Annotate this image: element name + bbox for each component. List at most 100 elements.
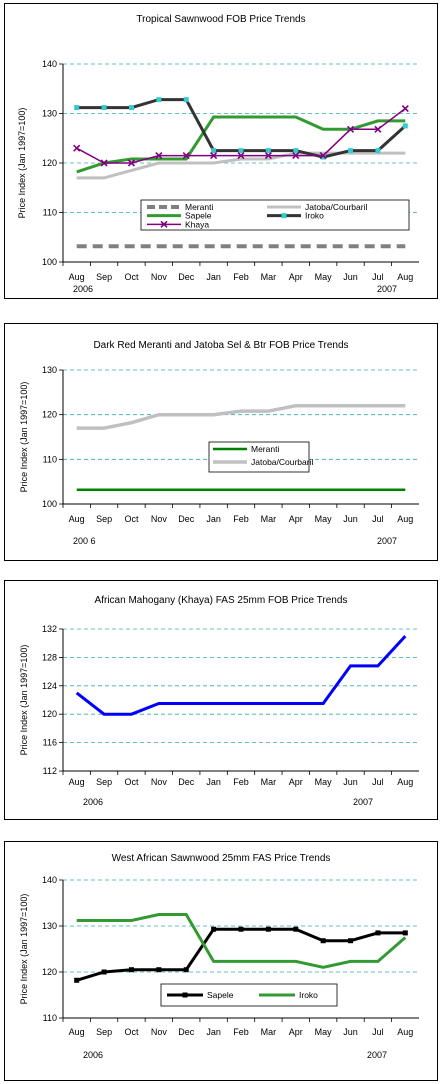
legend-label: Khaya	[185, 219, 209, 229]
series-line	[76, 927, 406, 982]
x-tick-label: Jun	[343, 777, 358, 787]
data-point	[348, 148, 354, 154]
y-tick-label: 130	[42, 365, 57, 375]
data-point	[128, 105, 134, 111]
x-tick-label: Apr	[289, 777, 303, 787]
legend-label: Sapele	[207, 990, 234, 1000]
x-tick-label: Jun	[343, 272, 358, 282]
series-iroko	[76, 913, 407, 969]
x-tick-label: Jan	[206, 272, 221, 282]
data-point	[292, 152, 300, 160]
legend-label: Meranti	[251, 444, 279, 454]
x-tick-label: Feb	[233, 1027, 249, 1037]
x-tick-label: Aug	[69, 777, 85, 787]
year-label: 2007	[367, 1050, 387, 1060]
y-tick-label: 132	[42, 624, 57, 634]
legend-marker	[281, 213, 287, 219]
y-tick-label: 116	[43, 738, 57, 748]
x-tick-label: Feb	[233, 272, 249, 282]
x-tick-label: Nov	[151, 272, 168, 282]
data-point	[402, 930, 408, 936]
data-point	[320, 154, 326, 160]
x-tick-label: Mar	[261, 777, 277, 787]
chart-title: African Mahogany (Khaya) FAS 25mm FOB Pr…	[95, 595, 348, 606]
x-tick-label: Aug	[69, 1027, 85, 1037]
y-tick-label: 110	[43, 208, 57, 218]
x-tick-label: Jul	[372, 272, 384, 282]
chart-panel-tropical: Tropical Sawnwood FOB Price Trends 100 110…	[4, 3, 438, 299]
x-tick-label: Dec	[178, 1027, 195, 1037]
x-tick-label: Jul	[372, 1027, 384, 1037]
data-point	[238, 926, 244, 932]
legend-box	[160, 983, 338, 1007]
data-point	[375, 148, 381, 154]
x-tick-label: Sep	[96, 272, 112, 282]
data-point	[346, 125, 355, 133]
x-tick-label: Aug	[397, 272, 413, 282]
y-tick-label: 120	[42, 709, 57, 719]
x-tick-label: Apr	[289, 272, 303, 282]
x-tick-label: Oct	[124, 1027, 139, 1037]
data-point	[265, 148, 271, 154]
series-khaya	[73, 104, 409, 167]
x-tick-label: Mar	[261, 272, 277, 282]
x-tick-label: Feb	[233, 514, 249, 524]
data-point	[101, 969, 107, 975]
y-axis-label: Price Index (Jan 1997=100)	[19, 382, 29, 493]
x-tick-label: Sep	[96, 1027, 112, 1037]
data-point	[348, 938, 354, 944]
x-tick-label: Aug	[69, 272, 85, 282]
y-tick-label: 110	[43, 454, 57, 464]
chart-panel-west-african: West African Sawnwood 25mm FAS Price Tre…	[4, 841, 438, 1081]
y-tick-label: 130	[42, 921, 57, 931]
y-tick-label: 120	[42, 410, 57, 420]
year-label: 2007	[353, 797, 373, 807]
legend-label: Jatoba/Courbaril	[305, 202, 367, 212]
series-line	[76, 913, 407, 969]
x-tick-label: Apr	[289, 514, 303, 524]
x-tick-label: Feb	[233, 777, 249, 787]
data-point	[264, 152, 272, 160]
data-point	[238, 148, 244, 154]
y-tick-label: 140	[42, 875, 57, 885]
chart-west-african: West African Sawnwood 25mm FAS Price Tre…	[19, 853, 419, 1060]
chart-panel-meranti-jatoba: Dark Red Meranti and Jatoba Sel & Btr FO…	[4, 323, 438, 561]
year-label: 2007	[377, 284, 397, 294]
legend: Meranti Jatoba/Courbaril	[208, 441, 313, 473]
series-line	[76, 151, 406, 180]
x-tick-label: Oct	[124, 777, 139, 787]
data-point	[374, 125, 382, 133]
data-point	[155, 152, 163, 160]
series-line	[75, 635, 407, 716]
data-point	[128, 967, 134, 973]
data-point	[319, 152, 327, 160]
y-tick-label: 140	[42, 59, 57, 69]
data-point	[293, 148, 299, 154]
x-tick-label: Aug	[397, 777, 413, 787]
x-tick-label: Jul	[372, 514, 384, 524]
data-point	[265, 926, 271, 932]
series-sapele	[74, 926, 408, 983]
year-label: 200 6	[73, 536, 96, 546]
x-tick-label: May	[315, 777, 333, 787]
data-point	[237, 152, 245, 160]
data-point	[74, 977, 80, 983]
chart-panel-khaya: African Mahogany (Khaya) FAS 25mm FOB Pr…	[4, 580, 438, 820]
legend-marker	[182, 992, 188, 998]
data-point	[127, 159, 136, 167]
x-tick-label: Aug	[69, 514, 85, 524]
x-tick-label: May	[315, 1027, 333, 1037]
x-tick-label: Oct	[124, 272, 139, 282]
x-tick-label: Jun	[343, 1027, 358, 1037]
x-tick-label: Sep	[96, 777, 112, 787]
y-tick-label: 124	[42, 681, 57, 691]
data-point	[401, 104, 409, 113]
x-tick-label: Jun	[343, 514, 358, 524]
year-label: 2007	[377, 536, 397, 546]
x-tick-label: Jul	[372, 777, 384, 787]
x-tick-label: Oct	[124, 514, 139, 524]
series-iroko	[74, 97, 408, 160]
chart-title: Dark Red Meranti and Jatoba Sel & Btr FO…	[93, 340, 348, 351]
data-point	[156, 97, 162, 103]
x-tick-label: Nov	[151, 514, 168, 524]
